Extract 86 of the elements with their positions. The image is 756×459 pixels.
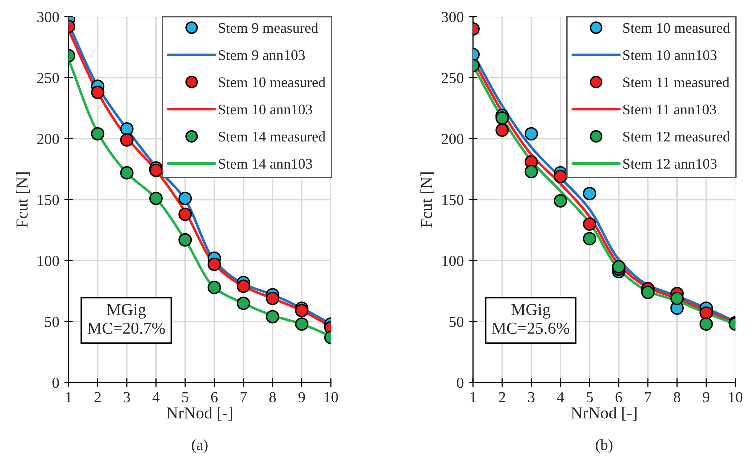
- point: [120, 122, 134, 136]
- point: [208, 258, 222, 272]
- point: [524, 165, 538, 179]
- x-tick-label: 4: [557, 392, 564, 402]
- point: [496, 111, 510, 125]
- y-tick-label: 200: [38, 134, 60, 144]
- legend-label: Stem 11 measured: [624, 77, 730, 88]
- y-tick-label: 0: [52, 378, 60, 388]
- point: [120, 133, 134, 147]
- y-tick-label: 250: [38, 73, 60, 84]
- point: [236, 280, 250, 294]
- x-tick-label: 3: [124, 392, 130, 403]
- x-tick-label: 1: [470, 392, 476, 402]
- x-tick-label: 3: [528, 392, 535, 403]
- x-tick-label: 5: [182, 392, 189, 403]
- y-tick-label: 50: [450, 316, 464, 328]
- x-tick-label: 10: [324, 392, 338, 403]
- x-tick-label: 6: [616, 392, 622, 403]
- y-tick-label: 150: [38, 195, 60, 206]
- legend-label: Stem 10 measured: [624, 22, 730, 34]
- y-tick-label: 100: [442, 256, 464, 266]
- point: [295, 318, 309, 331]
- point: [266, 310, 280, 324]
- point: [208, 280, 222, 294]
- x-tick-label: 2: [94, 392, 101, 402]
- point: [583, 187, 597, 201]
- y-tick-label: 100: [38, 256, 60, 266]
- annotation: MGig MC=25.6%: [492, 304, 570, 334]
- x-tick-label: 8: [674, 392, 681, 403]
- y-tick-label: 0: [457, 378, 464, 388]
- point: [150, 192, 163, 206]
- point: [700, 318, 714, 331]
- point: [583, 218, 597, 231]
- point: [554, 170, 568, 184]
- y-tick-label: 200: [442, 134, 464, 144]
- y-tick-label: 250: [442, 73, 464, 84]
- x-tick-label: 1: [66, 392, 72, 402]
- point: [554, 194, 568, 208]
- y-tick-label: 50: [45, 316, 60, 328]
- x-tick-label: 7: [240, 392, 248, 402]
- point: [295, 304, 309, 318]
- point: [612, 260, 626, 274]
- x-tick-label: 4: [152, 392, 160, 402]
- text: (a): [192, 440, 208, 454]
- point: [266, 292, 280, 306]
- point: [150, 164, 163, 178]
- legend-label: Stem 14 ann103: [219, 159, 312, 169]
- legend-label: Stem 10 ann103: [219, 104, 312, 115]
- text: (b): [596, 440, 613, 454]
- x-tick-label: 6: [211, 392, 218, 403]
- x-tick-label: 8: [270, 392, 276, 403]
- legend-label: Stem 10 ann103: [624, 50, 717, 60]
- legend-label: Stem 12 ann103: [624, 159, 717, 169]
- x-tick-label: 10: [729, 392, 743, 403]
- legend-label: Stem 14 measured: [219, 132, 326, 142]
- annotation: MGig MC=20.7%: [88, 304, 166, 334]
- x-tick-label: 9: [298, 392, 306, 403]
- y-tick-label: 300: [38, 12, 60, 22]
- y-tick-label: 150: [442, 195, 464, 206]
- x-tick-label: 5: [586, 392, 594, 403]
- point: [91, 127, 105, 141]
- legend-label: Stem 9 ann103: [219, 50, 306, 60]
- legend-label: Stem 12 measured: [624, 132, 730, 142]
- legend-label: Stem 9 measured: [219, 22, 318, 34]
- point: [178, 192, 192, 206]
- y-axis-title: Fcut [N]: [420, 172, 434, 228]
- legend-label: Stem 11 ann103: [624, 104, 716, 115]
- point: [178, 233, 192, 247]
- x-tick-label: 2: [499, 392, 506, 402]
- point: [178, 208, 192, 222]
- point: [236, 296, 250, 310]
- point: [120, 166, 134, 180]
- point: [700, 306, 714, 320]
- legend-label: Stem 10 measured: [219, 77, 326, 88]
- point: [670, 292, 684, 306]
- y-axis-title: Fcut [N]: [16, 172, 30, 228]
- x-axis-title: NrNod [-]: [571, 407, 637, 421]
- x-axis-title: NrNod [-]: [166, 407, 232, 421]
- point: [91, 86, 105, 100]
- point: [583, 232, 597, 246]
- x-tick-label: 7: [645, 392, 652, 402]
- x-tick-label: 9: [703, 392, 710, 403]
- point: [641, 286, 655, 300]
- point: [496, 124, 510, 138]
- y-tick-label: 300: [442, 12, 464, 22]
- point: [524, 127, 538, 141]
